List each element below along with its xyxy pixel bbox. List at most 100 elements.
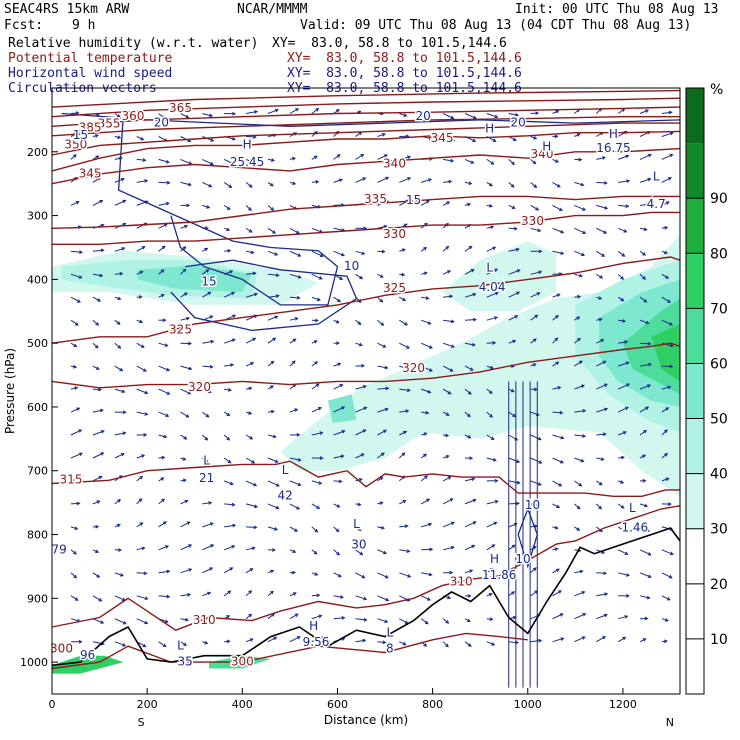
wind-vector: [464, 181, 472, 185]
wind-arrowhead: [100, 430, 105, 434]
wind-vector: [92, 430, 105, 436]
wind-arrowhead: [648, 362, 652, 367]
wind-arrowhead: [667, 385, 672, 390]
wind-arrowhead: [669, 322, 674, 326]
terrain-profile: [51, 527, 681, 667]
wind-vector: [399, 618, 408, 624]
wind-vector: [377, 365, 388, 369]
wind-vector: [377, 342, 386, 348]
wind-vector: [70, 549, 77, 555]
wind-arrowhead: [226, 227, 231, 232]
wind-vector: [486, 568, 493, 574]
wind-arrowhead: [468, 181, 473, 186]
extrema-label: H: [309, 619, 318, 633]
wind-vector: [246, 136, 256, 138]
wind-arrowhead: [624, 340, 629, 344]
wind-arrowhead: [166, 180, 171, 185]
wind-arrowhead: [512, 137, 517, 141]
wind-arrowhead: [97, 177, 102, 181]
wind-arrowhead: [297, 274, 302, 279]
wind-arrowhead: [297, 458, 302, 462]
wind-vector: [333, 455, 344, 459]
wind-arrowhead: [291, 570, 296, 575]
wind-arrowhead: [248, 184, 253, 188]
wind-arrowhead: [425, 296, 430, 300]
wind-vector: [245, 613, 252, 620]
theta-label: 330: [383, 227, 406, 241]
wind-arrowhead: [385, 597, 390, 602]
wind-arrowhead: [95, 524, 100, 529]
wind-arrowhead: [669, 131, 674, 136]
wind-arrowhead: [467, 202, 472, 207]
wind-arrowhead: [472, 317, 477, 322]
wind-arrowhead: [188, 568, 193, 572]
wind-arrowhead: [359, 551, 364, 556]
wind-vector: [245, 293, 258, 298]
wind-vector: [530, 434, 542, 441]
wind-vector: [617, 526, 626, 533]
wind-vector: [639, 526, 650, 532]
wind-arrowhead: [625, 573, 631, 577]
wind-arrowhead: [226, 615, 231, 619]
wind-arrowhead: [489, 414, 493, 418]
wind-arrowhead: [381, 249, 386, 254]
wind-vector: [596, 204, 608, 209]
wind-vector: [70, 477, 82, 482]
wind-arrowhead: [407, 177, 412, 181]
wind-vector: [180, 641, 187, 646]
wind-arrowhead: [582, 613, 587, 617]
wind-arrowhead: [645, 320, 650, 325]
wind-arrowhead: [598, 296, 603, 300]
wind-vector: [421, 388, 431, 393]
wind-arrowhead: [161, 455, 166, 460]
wind-arrowhead: [292, 181, 297, 185]
wind-arrowhead: [642, 638, 647, 642]
wind-arrowhead: [315, 180, 320, 184]
theta-label: 325: [383, 281, 406, 295]
wind-arrowhead: [358, 342, 363, 347]
wind-vector: [267, 250, 278, 256]
wind-vector: [617, 383, 630, 390]
wind-vector: [158, 498, 165, 505]
wind-vector: [552, 315, 559, 321]
colorbar-swatch: [686, 308, 704, 364]
wind-vector: [289, 296, 300, 299]
wind-arrowhead: [532, 567, 537, 572]
wind-vector: [552, 457, 564, 464]
wind-arrowhead: [209, 364, 214, 369]
x-tick-label: 400: [232, 698, 253, 711]
wind-arrowhead: [445, 455, 450, 459]
wind-arrowhead: [318, 481, 323, 485]
wind-vector: [224, 388, 232, 391]
wind-label: 15: [73, 128, 88, 142]
wind-vector: [223, 158, 234, 165]
wind-arrowhead: [492, 457, 497, 462]
wind-vector: [639, 227, 647, 231]
wind-vector: [639, 319, 649, 324]
wind-vector: [486, 158, 494, 165]
wind-arrowhead: [232, 111, 237, 116]
wind-arrowhead: [555, 361, 560, 366]
wind-vector: [421, 411, 429, 414]
wind-vector: [333, 526, 340, 532]
wind-vector: [136, 246, 145, 252]
colorbar-swatch: [686, 363, 704, 419]
wind-arrowhead: [78, 452, 83, 456]
wind-vector: [180, 500, 188, 505]
wind-vector: [355, 342, 363, 346]
wind-arrowhead: [270, 590, 274, 595]
wind-arrowhead: [470, 160, 475, 164]
wind-vector: [289, 503, 300, 510]
wind-vector: [661, 177, 672, 183]
wind-vector: [333, 363, 341, 367]
field-wind-name: Horizontal wind speed: [8, 66, 173, 81]
wind-arrowhead: [447, 390, 452, 395]
wind-arrowhead: [643, 298, 648, 303]
wind-arrowhead: [577, 294, 582, 299]
wind-vector: [180, 292, 188, 298]
colorbar-label: 10: [710, 632, 728, 648]
wind-arrowhead: [381, 525, 386, 530]
wind-arrowhead: [450, 344, 456, 348]
wind-arrowhead: [227, 249, 232, 253]
wind-vector: [70, 452, 83, 459]
